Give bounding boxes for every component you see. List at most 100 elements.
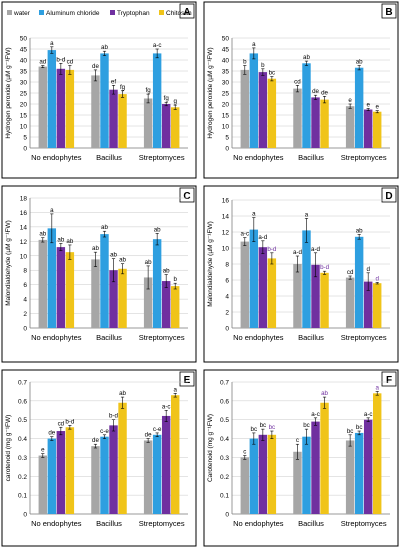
bar bbox=[311, 264, 320, 328]
significance-letter: b-d bbox=[267, 246, 277, 253]
significance-letter: fg bbox=[146, 87, 152, 94]
bar bbox=[372, 283, 382, 328]
y-tick-label: 8 bbox=[23, 268, 27, 275]
y-tick-label: 0.5 bbox=[18, 417, 27, 424]
bar bbox=[143, 98, 153, 148]
x-tick-label: Streptomyces bbox=[139, 153, 185, 162]
y-tick-label: 10 bbox=[20, 253, 28, 260]
significance-letter: a bbox=[50, 207, 54, 214]
bar bbox=[311, 421, 320, 514]
legend-swatch bbox=[39, 10, 44, 15]
x-tick-label: Bacillus bbox=[96, 519, 122, 528]
bar bbox=[91, 446, 100, 514]
significance-letter: a-c bbox=[162, 403, 171, 410]
x-tick-label: No endophytes bbox=[233, 153, 284, 162]
x-tick-label: No endophytes bbox=[31, 333, 82, 342]
x-tick-label: Bacillus bbox=[96, 153, 122, 162]
x-tick-label: No endophytes bbox=[31, 519, 82, 528]
significance-letter: cd bbox=[67, 59, 74, 66]
y-tick-label: 14 bbox=[222, 214, 230, 221]
significance-letter: ab bbox=[110, 252, 117, 259]
significance-letter: cd bbox=[294, 78, 301, 85]
bar bbox=[109, 89, 118, 148]
bar bbox=[345, 277, 355, 328]
significance-letter: d bbox=[366, 266, 370, 273]
significance-letter: ab bbox=[154, 226, 161, 233]
legend-swatch bbox=[159, 10, 164, 15]
y-tick-label: 20 bbox=[20, 102, 28, 109]
significance-letter: bc bbox=[356, 424, 363, 431]
bar bbox=[372, 111, 382, 148]
x-tick-label: Bacillus bbox=[298, 153, 324, 162]
significance-letter: de bbox=[145, 432, 152, 439]
bar bbox=[320, 99, 329, 148]
bar bbox=[258, 247, 268, 328]
bar bbox=[170, 286, 180, 328]
bar bbox=[354, 236, 364, 328]
panel-label: F bbox=[386, 375, 392, 386]
bar bbox=[293, 264, 302, 328]
y-tick-label: 25 bbox=[222, 91, 230, 98]
significance-letter: e bbox=[348, 97, 352, 104]
bar bbox=[240, 69, 250, 148]
panel-d: D 0 2 4 6 8 10 12 14 16 Malondialdehyde (µM g⁻¹FW)… bbox=[203, 185, 399, 363]
bar bbox=[109, 425, 118, 514]
significance-letter: bc bbox=[303, 422, 310, 429]
bar bbox=[38, 66, 48, 148]
y-tick-label: 0 bbox=[225, 326, 229, 333]
significance-letter: ab bbox=[145, 259, 152, 266]
y-tick-label: 0.1 bbox=[220, 493, 229, 500]
bar bbox=[47, 228, 57, 328]
y-tick-label: 0.7 bbox=[220, 380, 229, 387]
y-tick-label: 0.3 bbox=[18, 455, 27, 462]
significance-letter: a-d bbox=[258, 234, 268, 241]
panel-f: F 0 0.1 0.2 0.3 0.4 0.5 0.6 0.7 Carotenoid (mg g⁻… bbox=[203, 369, 399, 547]
panel-a: A 0 5 10 15 20 25 30 35 40 45 50 Hydrogen peroxide (… bbox=[1, 1, 197, 179]
bar bbox=[170, 395, 180, 514]
y-tick-label: 2 bbox=[23, 311, 27, 318]
y-tick-label: 0 bbox=[225, 146, 229, 153]
significance-letter: cd bbox=[347, 269, 354, 276]
significance-letter: e bbox=[366, 101, 370, 108]
y-tick-label: 30 bbox=[222, 80, 230, 87]
bar bbox=[258, 434, 268, 514]
significance-letter: ab bbox=[356, 227, 363, 234]
bar bbox=[320, 402, 329, 514]
y-tick-label: 30 bbox=[20, 80, 28, 87]
significance-letter: c-e bbox=[153, 426, 162, 433]
significance-letter: c bbox=[243, 449, 246, 456]
y-tick-label: 0.6 bbox=[220, 398, 229, 405]
significance-letter: a bbox=[305, 211, 309, 218]
x-tick-label: Streptomyces bbox=[139, 519, 185, 528]
bar bbox=[152, 434, 162, 514]
y-tick-label: 0.5 bbox=[220, 417, 229, 424]
bar bbox=[161, 104, 171, 148]
bar bbox=[100, 234, 109, 328]
y-tick-label: 0 bbox=[23, 512, 27, 519]
bar bbox=[38, 239, 48, 328]
x-tick-label: Bacillus bbox=[298, 519, 324, 528]
panel-label: E bbox=[184, 375, 191, 386]
bar bbox=[354, 432, 364, 514]
bar bbox=[152, 239, 162, 328]
x-tick-label: No endophytes bbox=[233, 333, 284, 342]
panel-e: E 0 0.1 0.2 0.3 0.4 0.5 0.6 0.7 carotenoid (mg g⁻… bbox=[1, 369, 197, 547]
significance-letter: a-d bbox=[293, 249, 303, 256]
bar bbox=[152, 53, 162, 148]
y-tick-label: 12 bbox=[20, 239, 28, 246]
bar bbox=[47, 50, 57, 148]
bar bbox=[354, 67, 364, 148]
significance-letter: fg bbox=[164, 95, 170, 102]
bar bbox=[240, 241, 250, 328]
bar bbox=[143, 277, 153, 328]
panel-label: B bbox=[385, 7, 392, 18]
x-tick-label: Streptomyces bbox=[341, 519, 387, 528]
significance-letter: ab bbox=[163, 268, 170, 275]
significance-letter: a bbox=[173, 386, 177, 393]
significance-letter: g bbox=[173, 98, 177, 105]
y-tick-label: 45 bbox=[222, 47, 230, 54]
significance-letter: bc bbox=[347, 428, 354, 435]
y-tick-label: 15 bbox=[20, 113, 28, 120]
bar bbox=[118, 402, 127, 514]
y-tick-label: 2 bbox=[225, 310, 229, 317]
